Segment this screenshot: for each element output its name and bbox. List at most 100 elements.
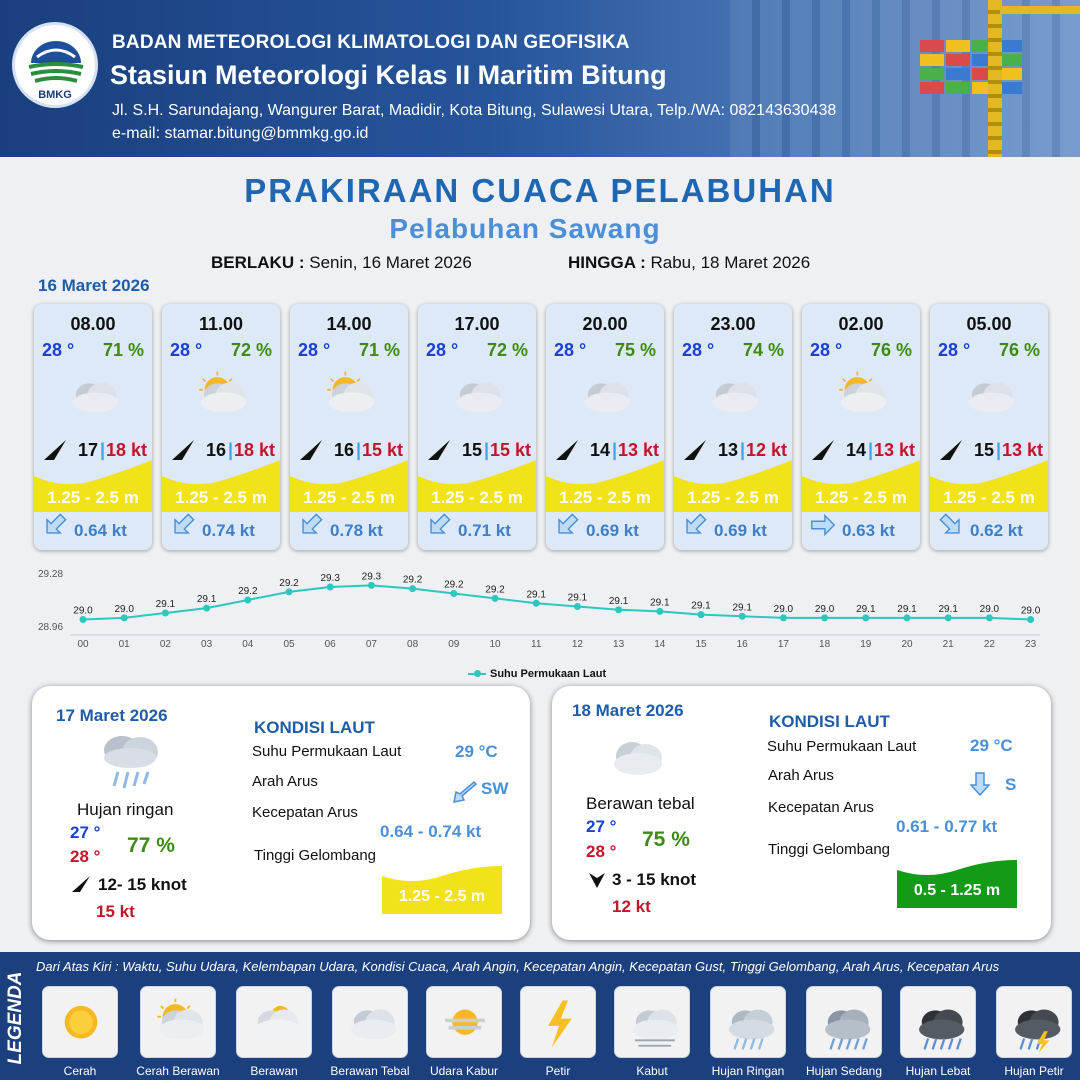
card-wind-separator: | — [996, 440, 1002, 460]
data-point — [203, 604, 211, 612]
card-time: 20.00 — [582, 314, 628, 334]
current-arrow-icon — [808, 511, 838, 544]
chart-legend-label: Suhu Permukaan Laut — [490, 668, 607, 680]
x-tick-label: 14 — [654, 639, 666, 650]
legend-description: Dari Atas Kiri : Waktu, Suhu Udara, Kele… — [36, 959, 1000, 974]
data-label: 29.1 — [938, 604, 958, 615]
humidity: 77 % — [127, 834, 175, 857]
hujan-lebat-icon — [900, 986, 976, 1058]
wind-arrow-icon — [940, 440, 962, 460]
x-tick-label: 18 — [819, 639, 831, 650]
data-label: 29.0 — [774, 604, 794, 615]
data-label: 29.1 — [568, 593, 588, 604]
wind-arrow-icon — [300, 440, 322, 460]
hujan-ringan-icon — [104, 736, 158, 789]
data-point — [326, 583, 334, 591]
card-wind-speed: 17 — [78, 440, 99, 460]
validity-from-label: BERLAKU : — [211, 253, 305, 272]
card-current: 0.69 kt — [546, 512, 664, 550]
data-point — [409, 585, 417, 593]
temp-max: 28 ° — [70, 847, 101, 866]
data-label: 29.2 — [238, 586, 258, 597]
card-time: 05.00 — [966, 314, 1012, 334]
x-tick-label: 17 — [778, 639, 790, 650]
card-time: 23.00 — [710, 314, 756, 334]
card-gust: 18 kt — [106, 440, 148, 460]
data-label: 29.1 — [650, 597, 670, 608]
wind-speed: 3 - 15 knot — [612, 870, 697, 889]
cerah-icon — [42, 986, 118, 1058]
wind-arrow-icon — [44, 440, 66, 460]
card-wind: 14 | 13 kt — [554, 438, 660, 462]
card-time: 17.00 — [454, 314, 500, 334]
port-background — [730, 0, 1080, 157]
card-wave-height: 1.25 - 2.5 m — [175, 488, 267, 507]
x-tick-label: 04 — [242, 639, 254, 650]
card-humidity: 76 % — [870, 340, 912, 360]
card-wind-separator: | — [740, 440, 746, 460]
sea-condition-title: KONDISI LAUT — [769, 712, 890, 731]
legend-item: Hujan Lebat — [900, 986, 976, 1078]
current-dir-value: SW — [481, 779, 509, 798]
data-label: 29.3 — [320, 573, 340, 584]
wave-shape — [930, 460, 1048, 512]
data-point — [120, 614, 128, 622]
wind-arrow-icon — [589, 873, 605, 888]
sst-label: Suhu Permukaan Laut — [252, 743, 402, 760]
card-wind-speed: 13 — [718, 440, 739, 460]
data-label: 29.1 — [897, 604, 917, 615]
x-tick-label: 03 — [201, 639, 213, 650]
x-tick-label: 01 — [119, 639, 131, 650]
legend-item: Berawan Tebal — [330, 986, 410, 1078]
card-wave-height: 1.25 - 2.5 m — [431, 488, 523, 507]
card-temp: 28 ° — [938, 340, 971, 360]
card-gust: 12 kt — [746, 440, 788, 460]
udara-kabur-icon — [426, 986, 502, 1058]
current-arrow-icon — [680, 511, 710, 544]
panel-day3: 18 Maret 2026 Berawan tebal 27 ° 28 ° 75… — [552, 686, 1051, 940]
panel-date: 17 Maret 2026 — [56, 706, 168, 725]
data-label: 29.2 — [279, 578, 299, 589]
legend-item-label: Cerah — [63, 1064, 97, 1078]
sea-condition-title: KONDISI LAUT — [254, 718, 375, 737]
data-point — [285, 588, 293, 596]
card-wind: 13 | 12 kt — [682, 438, 788, 462]
card-wave-height: 1.25 - 2.5 m — [303, 488, 395, 507]
data-point — [656, 607, 664, 615]
card-current-speed: 0.71 kt — [458, 521, 511, 540]
wave-shape — [382, 866, 502, 914]
card-wave-height: 1.25 - 2.5 m — [47, 488, 139, 507]
cerah-berawan-icon — [186, 368, 256, 426]
temp-min: 27 ° — [586, 817, 617, 836]
legend-item-label: Berawan Tebal — [330, 1064, 410, 1078]
data-label: 29.1 — [856, 604, 876, 615]
data-point — [779, 614, 787, 622]
card-humidity: 72 % — [486, 340, 528, 360]
forecast-card: 20.00 28 ° 75 % 14 | 13 kt 1.25 - 2.5 m … — [546, 304, 664, 550]
cerah-berawan-icon — [314, 368, 384, 426]
berawan-icon — [236, 986, 312, 1058]
station-email[interactable]: e-mail: stamar.bitung@bmmkg.go.id — [112, 125, 369, 142]
legend-item: Cerah Berawan — [136, 986, 220, 1078]
wind-arrow-icon — [172, 440, 194, 460]
day-label: 16 Maret 2026 — [38, 276, 150, 295]
current-speed-value: 0.61 - 0.77 kt — [896, 817, 998, 836]
legend-title: LEGENDA — [5, 971, 26, 1065]
x-tick-label: 11 — [531, 639, 542, 650]
legend-item-label: Cerah Berawan — [136, 1064, 220, 1078]
berawan-tebal-icon — [570, 368, 640, 426]
card-wind: 16 | 15 kt — [298, 438, 404, 462]
hujan-sedang-icon — [806, 986, 882, 1058]
current-arrow-icon — [936, 511, 966, 544]
series-line — [82, 584, 1031, 621]
legend-side-title: LEGENDA — [2, 960, 30, 1076]
panel-day2: 17 Maret 2026 Hujan ringan 27 ° 28 ° 77 … — [32, 686, 530, 940]
gust-speed: 15 kt — [96, 902, 135, 921]
legend-item: Udara Kabur — [426, 986, 502, 1078]
card-wind-speed: 14 — [846, 440, 867, 460]
card-current-speed: 0.62 kt — [970, 521, 1023, 540]
x-tick-label: 05 — [283, 639, 295, 650]
x-tick-label: 12 — [572, 639, 584, 650]
card-current-speed: 0.74 kt — [202, 521, 255, 540]
current-arrow-icon — [296, 511, 326, 544]
